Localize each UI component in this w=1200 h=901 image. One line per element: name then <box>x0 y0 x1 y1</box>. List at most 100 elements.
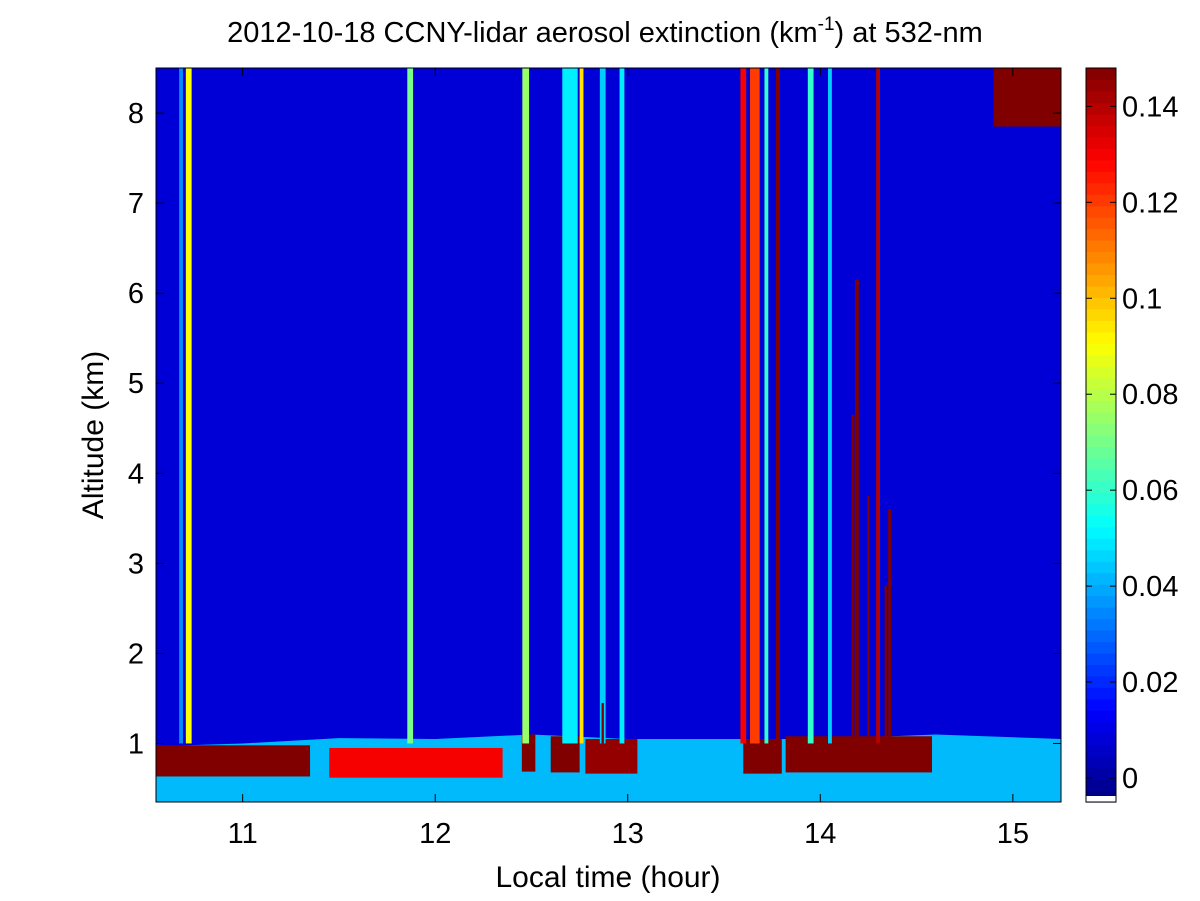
colorbar-frame <box>1085 67 1117 803</box>
dense-aerosol-segment <box>329 747 503 778</box>
vertical-feature <box>854 279 859 744</box>
x-axis-title: Local time (hour) <box>495 861 720 894</box>
colorbar-strip <box>1086 171 1116 184</box>
chart-title-prefix: 2012-10-18 CCNY-lidar aerosol extinction… <box>227 17 817 49</box>
vertical-feature <box>750 68 760 744</box>
colorbar-strip <box>1086 584 1116 597</box>
colorbar-tick-label: 0.04 <box>1122 571 1178 603</box>
colorbar-strip <box>1086 400 1116 413</box>
colorbar-tick-label: 0.08 <box>1122 379 1178 411</box>
colorbar-strip <box>1086 320 1116 333</box>
colorbar-strip <box>1086 240 1116 253</box>
colorbar-strip <box>1086 698 1116 711</box>
colorbar-strip <box>1086 767 1116 780</box>
vertical-feature <box>407 68 414 744</box>
colorbar-below-range <box>1086 796 1116 802</box>
colorbar-strip <box>1086 68 1116 81</box>
colorbar-strip <box>1086 205 1116 218</box>
vertical-feature <box>888 509 892 744</box>
colorbar-strip <box>1086 354 1116 367</box>
colorbar-strip <box>1086 274 1116 287</box>
plot-frame <box>155 67 1062 803</box>
y-tick-label: 2 <box>128 638 144 670</box>
colorbar-strip <box>1086 331 1116 344</box>
colorbar: 0 0.02 0.04 0.06 0.08 0.1 0.12 0.14 <box>1085 67 1178 803</box>
colorbar-strip <box>1086 710 1116 723</box>
colorbar-tick-label: 0.02 <box>1122 667 1178 699</box>
colorbar-strip <box>1086 102 1116 115</box>
colorbar-strip <box>1086 733 1116 746</box>
heatmap-plot-area <box>155 67 1062 803</box>
vertical-feature <box>562 68 578 744</box>
colorbar-strip <box>1086 515 1116 528</box>
y-tick-label: 5 <box>128 368 144 400</box>
vertical-feature <box>807 68 814 744</box>
vertical-feature <box>601 702 604 744</box>
vertical-feature <box>776 68 780 744</box>
y-tick-label: 1 <box>128 728 144 760</box>
upper-cloud <box>993 68 1061 127</box>
y-axis: 1 2 3 4 5 6 7 8 <box>128 98 1061 760</box>
colorbar-strip <box>1086 526 1116 539</box>
colorbar-strip <box>1086 217 1116 230</box>
colorbar-strip <box>1086 641 1116 654</box>
vertical-feature <box>867 495 870 744</box>
colorbar-strip <box>1086 159 1116 172</box>
colorbar-strip <box>1086 480 1116 493</box>
colorbar-strip <box>1086 113 1116 126</box>
y-tick-label: 6 <box>128 278 144 310</box>
vertical-feature <box>828 68 832 744</box>
colorbar-strip <box>1086 652 1116 665</box>
colorbar-strip <box>1086 744 1116 757</box>
y-axis-title: Altitude (km) <box>77 351 110 519</box>
chart-title-superscript: -1 <box>818 14 835 35</box>
y-tick-label: 3 <box>128 548 144 580</box>
colorbar-strip <box>1086 721 1116 734</box>
vertical-feature <box>619 68 625 744</box>
colorbar-strip <box>1086 687 1116 700</box>
colorbar-strip <box>1086 675 1116 688</box>
vertical-feature <box>884 585 887 744</box>
vertical-feature <box>185 68 192 744</box>
colorbar-strip <box>1086 412 1116 425</box>
vertical-feature <box>851 414 855 744</box>
colorbar-strip <box>1086 285 1116 298</box>
y-tick-label: 7 <box>128 188 144 220</box>
colorbar-strip <box>1086 136 1116 149</box>
vertical-feature <box>876 68 880 744</box>
x-axis: 11 12 13 14 15 <box>228 68 1029 850</box>
colorbar-strip <box>1086 343 1116 356</box>
vertical-feature <box>764 68 769 744</box>
vertical-feature <box>599 68 606 744</box>
colorbar-strip <box>1086 572 1116 585</box>
colorbar-strip <box>1086 125 1116 138</box>
colorbar-strip <box>1086 503 1116 516</box>
dense-aerosol-segment <box>156 745 311 777</box>
colorbar-strip <box>1086 756 1116 769</box>
x-tick-label: 14 <box>804 818 836 850</box>
colorbar-strip <box>1086 618 1116 631</box>
chart-title-suffix: ) at 532-nm <box>835 17 983 49</box>
colorbar-tick-label: 0.1 <box>1122 283 1162 315</box>
colorbar-tick-label: 0.14 <box>1122 91 1178 123</box>
vertical-feature <box>179 68 183 744</box>
colorbar-strip <box>1086 377 1116 390</box>
colorbar-strip <box>1086 228 1116 241</box>
colorbar-strip <box>1086 182 1116 195</box>
colorbar-strip <box>1086 664 1116 677</box>
y-tick-label: 8 <box>128 98 144 130</box>
dense-aerosol-segment <box>521 734 536 772</box>
colorbar-strip <box>1086 469 1116 482</box>
colorbar-tick-label: 0.06 <box>1122 475 1178 507</box>
colorbar-strip <box>1086 629 1116 643</box>
heatmap-background <box>156 68 1061 802</box>
x-tick-label: 11 <box>228 818 258 850</box>
colorbar-strip <box>1086 457 1116 471</box>
vertical-feature <box>522 68 530 744</box>
y-tick-label: 4 <box>128 458 144 490</box>
colorbar-strip <box>1086 262 1116 276</box>
x-tick-label: 15 <box>997 818 1029 850</box>
vertical-feature <box>740 68 747 744</box>
colorbar-strip <box>1086 297 1116 310</box>
